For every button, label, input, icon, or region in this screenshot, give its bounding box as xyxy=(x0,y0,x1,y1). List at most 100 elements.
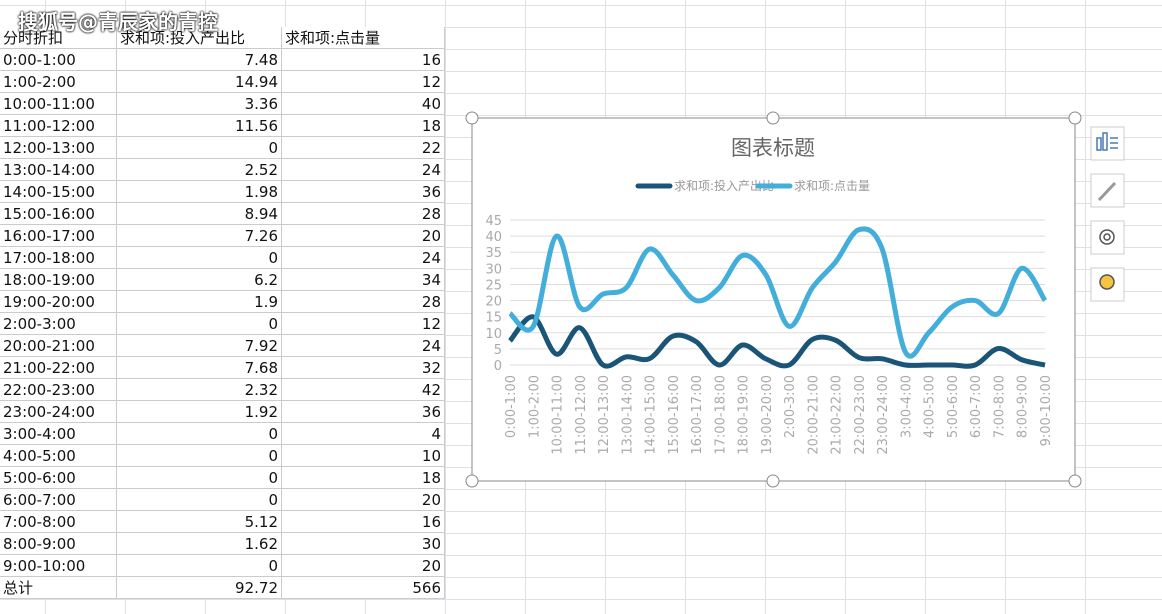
table-cell[interactable]: 22:00-23:00 xyxy=(0,379,117,401)
y-tick-label: 5 xyxy=(494,343,502,358)
table-cell[interactable]: 20 xyxy=(282,225,445,247)
handle[interactable] xyxy=(766,111,780,125)
table-cell[interactable]: 20 xyxy=(282,489,445,511)
total-cell[interactable]: 总计 xyxy=(0,577,117,599)
table-cell[interactable]: 16:00-17:00 xyxy=(0,225,117,247)
table-cell[interactable]: 17:00-18:00 xyxy=(0,247,117,269)
x-tick-label: 19:00-20:00 xyxy=(760,375,775,455)
table-cell[interactable]: 36 xyxy=(282,401,445,423)
table-cell[interactable]: 28 xyxy=(282,291,445,313)
table-cell[interactable]: 12 xyxy=(282,71,445,93)
table-cell[interactable]: 42 xyxy=(282,379,445,401)
table-cell[interactable]: 10:00-11:00 xyxy=(0,93,117,115)
table-cell[interactable]: 0 xyxy=(117,423,282,445)
table-cell[interactable]: 40 xyxy=(282,93,445,115)
table-cell[interactable]: 12:00-13:00 xyxy=(0,137,117,159)
table-cell[interactable]: 11.56 xyxy=(117,115,282,137)
total-cell[interactable]: 92.72 xyxy=(117,577,282,599)
table-cell[interactable]: 14.94 xyxy=(117,71,282,93)
table-cell[interactable]: 0 xyxy=(117,247,282,269)
y-tick-label: 45 xyxy=(485,214,502,229)
table-cell[interactable]: 18:00-19:00 xyxy=(0,269,117,291)
table-cell[interactable]: 9:00-10:00 xyxy=(0,555,117,577)
watermark: 搜狐号@青辰家的青控 xyxy=(18,10,218,34)
table-cell[interactable]: 0 xyxy=(117,555,282,577)
table-cell[interactable]: 0:00-1:00 xyxy=(0,49,117,71)
handle[interactable] xyxy=(465,474,479,488)
table-cell[interactable]: 1.9 xyxy=(117,291,282,313)
table-cell[interactable]: 1.98 xyxy=(117,181,282,203)
handle[interactable] xyxy=(766,474,780,488)
table-cell[interactable]: 16 xyxy=(282,511,445,533)
x-tick-label: 23:00-24:00 xyxy=(876,375,891,455)
table-cell[interactable]: 0 xyxy=(117,445,282,467)
x-tick-label: 18:00-19:00 xyxy=(737,375,752,455)
table-cell[interactable]: 13:00-14:00 xyxy=(0,159,117,181)
table-cell[interactable]: 6:00-7:00 xyxy=(0,489,117,511)
table-cell[interactable]: 2:00-3:00 xyxy=(0,313,117,335)
table-cell[interactable]: 4 xyxy=(282,423,445,445)
table-cell[interactable]: 28 xyxy=(282,203,445,225)
table-cell[interactable]: 15:00-16:00 xyxy=(0,203,117,225)
table-cell[interactable]: 7:00-8:00 xyxy=(0,511,117,533)
table-cell[interactable]: 34 xyxy=(282,269,445,291)
table-cell[interactable]: 21:00-22:00 xyxy=(0,357,117,379)
table-cell[interactable]: 7.26 xyxy=(117,225,282,247)
table-cell[interactable]: 0 xyxy=(117,137,282,159)
table-cell[interactable]: 20 xyxy=(282,555,445,577)
table-cell[interactable]: 23:00-24:00 xyxy=(0,401,117,423)
chart-title: 图表标题 xyxy=(731,136,815,160)
table-cell[interactable]: 30 xyxy=(282,533,445,555)
table-cell[interactable]: 14:00-15:00 xyxy=(0,181,117,203)
table-cell[interactable]: 0 xyxy=(117,467,282,489)
table-cell[interactable]: 6.2 xyxy=(117,269,282,291)
handle[interactable] xyxy=(1068,474,1082,488)
chart-settings-button[interactable] xyxy=(1090,220,1125,255)
handle[interactable] xyxy=(1068,111,1082,125)
table-cell[interactable]: 8.94 xyxy=(117,203,282,225)
table-cell[interactable]: 2.52 xyxy=(117,159,282,181)
table-cell[interactable]: 3.36 xyxy=(117,93,282,115)
table-cell[interactable]: 24 xyxy=(282,247,445,269)
table-cell[interactable]: 0 xyxy=(117,489,282,511)
table-cell[interactable]: 36 xyxy=(282,181,445,203)
table-cell[interactable]: 1.62 xyxy=(117,533,282,555)
table-cell[interactable]: 8:00-9:00 xyxy=(0,533,117,555)
table-cell[interactable]: 3:00-4:00 xyxy=(0,423,117,445)
table-cell[interactable]: 1:00-2:00 xyxy=(0,71,117,93)
table-cell[interactable]: 20:00-21:00 xyxy=(0,335,117,357)
total-cell[interactable]: 566 xyxy=(282,577,445,599)
x-tick-label: 7:00-8:00 xyxy=(992,375,1007,438)
x-tick-label: 17:00-18:00 xyxy=(713,375,728,455)
header-cell[interactable]: 分时折扣 xyxy=(0,27,117,49)
table-cell[interactable]: 4:00-5:00 xyxy=(0,445,117,467)
y-tick-label: 15 xyxy=(485,311,502,326)
table-cell[interactable]: 24 xyxy=(282,159,445,181)
header-cell[interactable]: 求和项:点击量 xyxy=(282,27,445,49)
x-tick-label: 21:00-22:00 xyxy=(830,375,845,455)
icon xyxy=(1102,132,1108,151)
table-cell[interactable]: 7.92 xyxy=(117,335,282,357)
table-cell[interactable]: 10 xyxy=(282,445,445,467)
table-cell[interactable]: 7.68 xyxy=(117,357,282,379)
table-cell[interactable]: 19:00-20:00 xyxy=(0,291,117,313)
y-tick-label: 10 xyxy=(485,327,502,342)
table-cell[interactable]: 22 xyxy=(282,137,445,159)
table-cell[interactable]: 5:00-6:00 xyxy=(0,467,117,489)
table-cell[interactable]: 18 xyxy=(282,467,445,489)
handle[interactable] xyxy=(465,111,479,125)
table-cell[interactable]: 16 xyxy=(282,49,445,71)
table-cell[interactable]: 12 xyxy=(282,313,445,335)
x-tick-label: 11:00-12:00 xyxy=(574,375,589,455)
table-cell[interactable]: 5.12 xyxy=(117,511,282,533)
x-tick-label: 12:00-13:00 xyxy=(597,375,612,455)
table-cell[interactable]: 7.48 xyxy=(117,49,282,71)
table-cell[interactable]: 24 xyxy=(282,335,445,357)
table-cell[interactable]: 0 xyxy=(117,313,282,335)
table-cell[interactable]: 2.32 xyxy=(117,379,282,401)
header-cell[interactable]: 求和项:投入产出比 xyxy=(117,27,282,49)
table-cell[interactable]: 11:00-12:00 xyxy=(0,115,117,137)
table-cell[interactable]: 32 xyxy=(282,357,445,379)
table-cell[interactable]: 18 xyxy=(282,115,445,137)
table-cell[interactable]: 1.92 xyxy=(117,401,282,423)
